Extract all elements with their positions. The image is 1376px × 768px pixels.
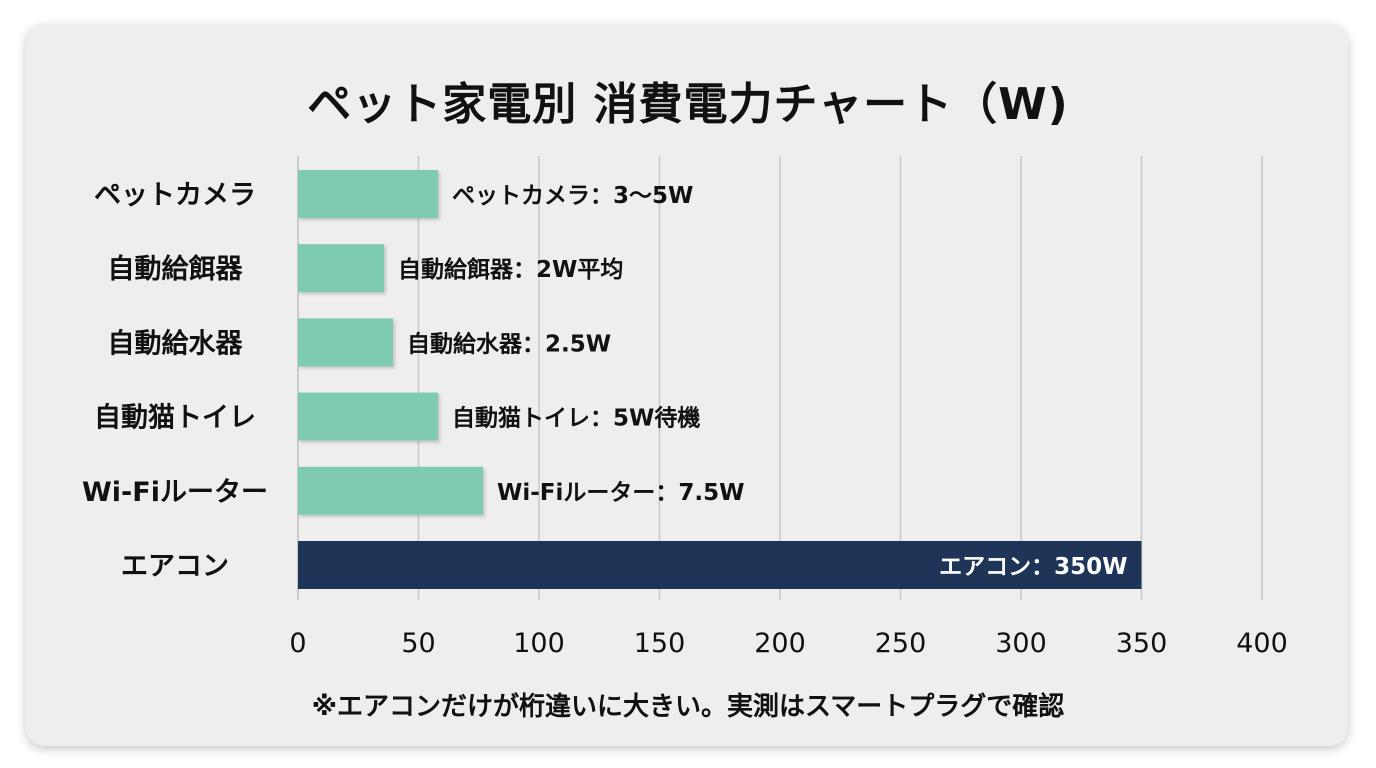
bar [298, 170, 438, 218]
x-tick-label: 400 [1236, 628, 1288, 659]
x-tick-label: 150 [634, 628, 686, 659]
category-label: 自動猫トイレ [94, 402, 256, 434]
x-tick-label: 250 [875, 628, 927, 659]
x-axis-ticks: 0 50 100 150 200 250 300 350 400 [289, 628, 1287, 659]
chart-card [26, 24, 1348, 746]
data-label: 自動猫トイレ：5W待機 [452, 405, 700, 432]
category-label: 自動給水器 [108, 327, 244, 359]
x-tick-label: 100 [513, 628, 565, 659]
data-label: 自動給水器：2.5W [407, 330, 611, 357]
x-tick-label: 50 [401, 628, 435, 659]
data-label: ペットカメラ：3〜5W [452, 183, 693, 209]
bars [298, 170, 1142, 589]
category-label: エアコン [121, 551, 229, 582]
category-label: 自動給餌器 [108, 253, 244, 285]
bar-highlight [298, 541, 1142, 589]
data-label: 自動給餌器：2W平均 [398, 256, 623, 283]
bar [298, 466, 483, 515]
category-label: Wi-Fiルーター [82, 477, 268, 508]
bar [298, 392, 438, 441]
bar [298, 318, 393, 367]
chart-title: ペット家電別 消費電力チャート（W) [307, 79, 1069, 130]
data-label: Wi-Fiルーター：7.5W [497, 480, 745, 506]
bar [298, 244, 384, 293]
footnote: ※エアコンだけが桁違いに大きい。実測はスマートプラグで確認 [311, 692, 1065, 722]
x-tick-label: 350 [1116, 628, 1168, 659]
x-tick-label: 0 [289, 628, 306, 659]
x-tick-label: 200 [754, 628, 806, 659]
data-label: エアコン：350W [939, 554, 1127, 580]
x-tick-label: 300 [995, 628, 1047, 659]
gridlines [297, 156, 1263, 600]
category-label: ペットカメラ [94, 180, 256, 211]
